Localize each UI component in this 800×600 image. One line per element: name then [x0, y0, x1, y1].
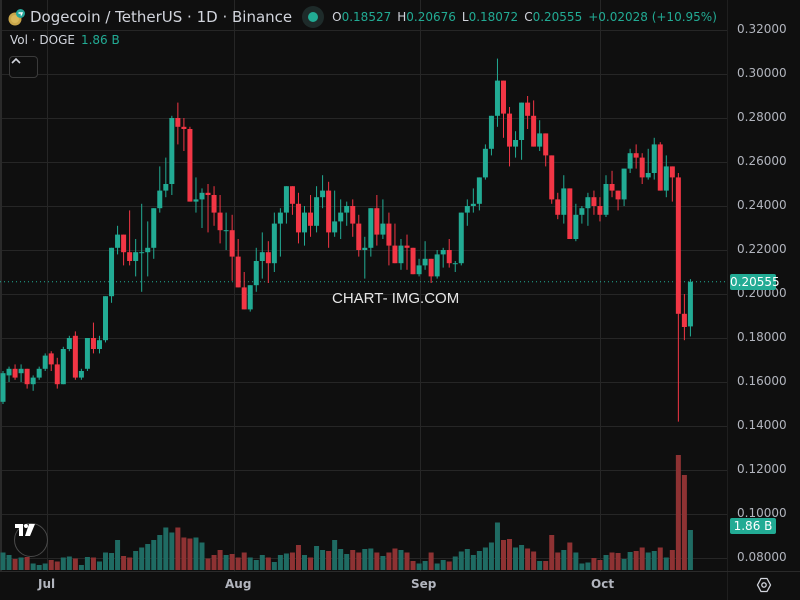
price-axis-label: 0.24000	[737, 198, 787, 212]
symbol-legend: Dogecoin / TetherUS · 1D · Binance O0.18…	[8, 6, 717, 28]
volume-legend: Vol · DOGE 1.86 B	[10, 33, 120, 47]
gear-icon	[756, 577, 772, 593]
time-axis-label: Aug	[225, 577, 252, 591]
price-axis-label: 0.30000	[737, 66, 787, 80]
current-price-tag: 0.20555	[730, 274, 780, 290]
ohlc-values: O0.18527 H0.20676 L0.18072 C0.20555 +0.0…	[332, 10, 717, 24]
price-axis-label: 0.18000	[737, 330, 787, 344]
tradingview-logo[interactable]	[14, 523, 48, 557]
price-axis-label: 0.28000	[737, 110, 787, 124]
ohlc-low: L0.18072	[461, 10, 519, 24]
chart-settings-button[interactable]	[756, 577, 772, 593]
volume-value-tag: 1.86 B	[730, 518, 776, 534]
tradingview-logo-icon	[15, 524, 35, 536]
dogecoin-icon	[8, 8, 26, 26]
chevron-up-icon	[11, 57, 21, 64]
price-axis-label: 0.14000	[737, 418, 787, 432]
collapse-legend-button[interactable]	[9, 56, 38, 78]
price-axis-label: 0.12000	[737, 462, 787, 476]
ohlc-close: C0.20555	[524, 10, 583, 24]
volume-value: 1.86 B	[80, 33, 120, 47]
price-axis-label: 0.32000	[737, 22, 787, 36]
price-change: +0.02028 (+10.95%)	[588, 10, 717, 24]
ohlc-open: O0.18527	[332, 10, 392, 24]
symbol-title[interactable]: Dogecoin / TetherUS · 1D · Binance	[30, 8, 293, 26]
price-axis-label: 0.10000	[737, 506, 787, 520]
price-axis-label: 0.08000	[737, 550, 787, 564]
price-axis-label: 0.22000	[737, 242, 787, 256]
time-axis-label: Oct	[591, 577, 615, 591]
price-axis-label: 0.16000	[737, 374, 787, 388]
market-status-indicator	[302, 6, 325, 28]
market-open-dot-icon	[308, 12, 319, 22]
volume-label: Vol · DOGE	[10, 33, 75, 47]
time-axis-label: Sep	[411, 577, 437, 591]
ohlc-high: H0.20676	[397, 10, 456, 24]
price-axis-label: 0.26000	[737, 154, 787, 168]
watermark: CHART- IMG.COM	[332, 290, 460, 307]
time-axis-label: Jul	[38, 577, 56, 591]
